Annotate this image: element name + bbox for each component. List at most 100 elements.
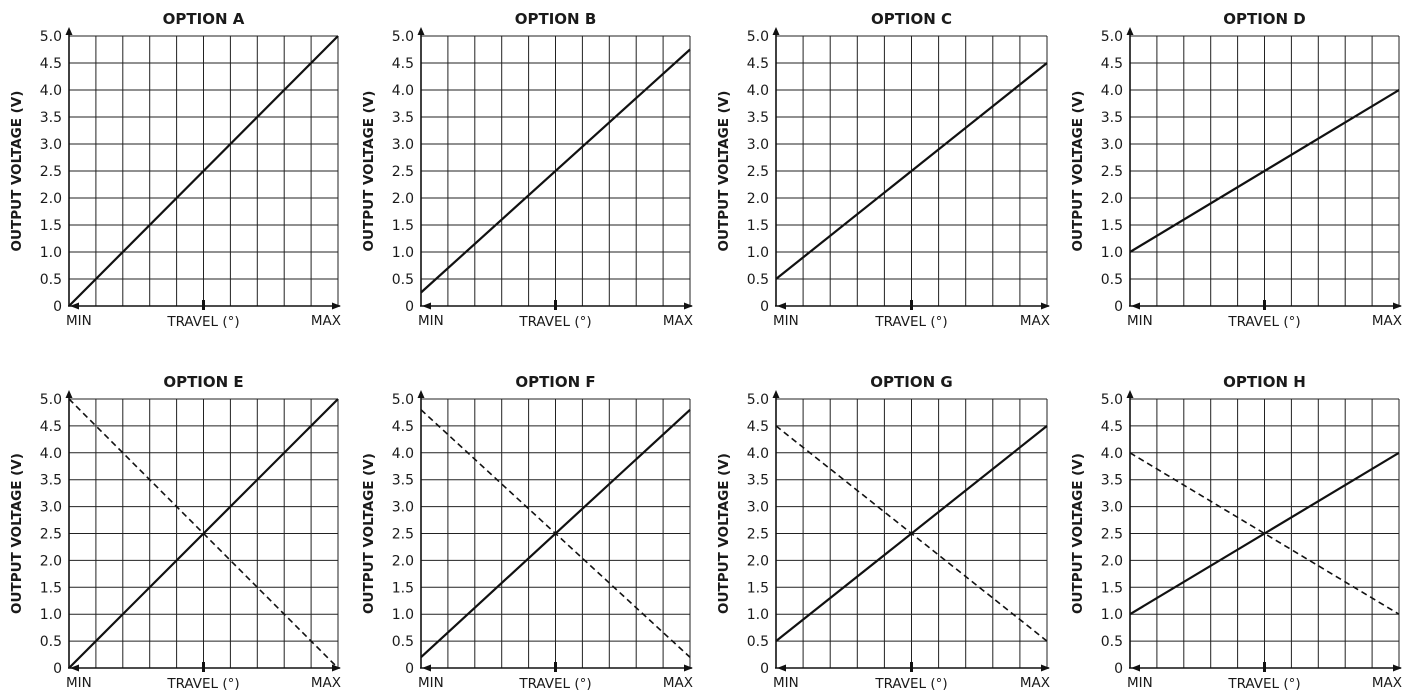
y-tick-label: 2.5 [747,164,769,180]
y-tick-label: 3.5 [40,110,62,126]
y-tick-label: 1.5 [747,580,769,596]
y-tick-label: 2.0 [747,191,769,207]
y-axis-label: OUTPUT VOLTAGE (V) [1070,453,1086,614]
x-axis-label: TRAVEL (°) [1227,676,1300,692]
chart-title: OPTION A [163,10,245,28]
x-axis-label: TRAVEL (°) [166,314,239,330]
y-tick-label: 3.5 [747,473,769,489]
y-tick-label: 5.0 [747,29,769,45]
y-tick-label: 4.5 [392,419,414,435]
y-tick-label: 3.0 [747,137,769,153]
x-axis-arrow-left [777,302,786,310]
chart-panel-6: OPTION G 0 0.5 1.0 1.5 2.0 2.5 3.0 3.5 4.0 4.5 5.0 O… [716,373,1050,692]
y-tick-label: 0.5 [392,272,414,288]
y-tick-label: 3.0 [40,500,62,516]
x-axis-arrow-right [1041,664,1050,672]
y-axis-label: OUTPUT VOLTAGE (V) [9,91,25,252]
x-tick-label-max: MAX [663,313,693,329]
y-axis-label: OUTPUT VOLTAGE (V) [716,453,732,614]
y-tick-label: 1.5 [392,218,414,234]
y-tick-label: 4.5 [40,56,62,72]
x-tick-label-min: MIN [773,675,799,691]
x-tick-label-max: MAX [311,313,341,329]
x-axis-arrow-left [1131,664,1140,672]
y-tick-label: 4.5 [1101,56,1123,72]
y-tick-label: 3.0 [392,137,414,153]
x-tick-label-max: MAX [311,675,341,691]
y-tick-label: 2.0 [40,191,62,207]
y-tick-label: 2.5 [392,527,414,543]
y-tick-label: 2.0 [392,553,414,569]
y-tick-label: 1.0 [40,607,62,623]
y-tick-label: 0.5 [392,634,414,650]
y-tick-label: 2.0 [1101,191,1123,207]
x-axis-arrow-right [684,302,693,310]
x-tick-label-min: MIN [773,313,799,329]
x-mid-tick [554,662,557,672]
y-tick-label: 0.5 [40,272,62,288]
y-axis-arrow [65,390,73,398]
x-tick-label-min: MIN [66,675,92,691]
y-tick-label: 2.0 [392,191,414,207]
y-axis-arrow [65,27,73,35]
y-tick-label: 1.5 [1101,218,1123,234]
chart-panel-1: OPTION B 0 0.5 1.0 1.5 2.0 2.5 3.0 3.5 4.0 4.5 5.0 O… [361,10,693,330]
y-tick-label: 2.5 [40,164,62,180]
x-tick-label-min: MIN [418,675,444,691]
y-axis-arrow [417,27,425,35]
chart-panel-2: OPTION C 0 0.5 1.0 1.5 2.0 2.5 3.0 3.5 4.0 4.5 5.0 O… [716,10,1050,330]
x-tick-label-min: MIN [418,313,444,329]
y-tick-label: 1.0 [747,245,769,261]
y-tick-label: 3.0 [40,137,62,153]
x-axis-arrow-left [70,302,79,310]
x-axis-label: TRAVEL (°) [874,314,947,330]
y-tick-label: 1.0 [1101,607,1123,623]
y-tick-label: 3.5 [1101,473,1123,489]
y-tick-label: 1.5 [40,580,62,596]
chart-title: OPTION G [870,373,952,391]
y-tick-label: 4.5 [40,419,62,435]
y-axis-label: OUTPUT VOLTAGE (V) [716,91,732,252]
y-tick-label: 0 [405,299,414,315]
y-axis-arrow [772,27,780,35]
y-tick-label: 0 [1114,299,1123,315]
y-tick-label: 1.5 [747,218,769,234]
chart-panel-7: OPTION H 0 0.5 1.0 1.5 2.0 2.5 3.0 3.5 4.0 4.5 5.0 O… [1070,373,1402,692]
y-axis-arrow [1126,390,1134,398]
x-axis-label: TRAVEL (°) [166,676,239,692]
y-tick-label: 1.5 [1101,580,1123,596]
y-tick-label: 5.0 [392,392,414,408]
x-axis-arrow-left [777,664,786,672]
y-tick-label: 1.0 [1101,245,1123,261]
series-line-solid [775,62,1048,280]
chart-panel-0: OPTION A 0 0.5 1.0 1.5 2.0 2.5 3.0 3.5 4.0 4.5 5.0 O… [9,10,341,330]
x-axis-arrow-left [70,664,79,672]
y-axis-arrow [417,390,425,398]
y-tick-label: 4.0 [392,83,414,99]
chart-title: OPTION D [1223,10,1306,28]
y-tick-label: 3.0 [392,500,414,516]
y-axis-label: OUTPUT VOLTAGE (V) [9,453,25,614]
series-line-solid [68,35,339,307]
y-tick-label: 3.0 [1101,500,1123,516]
x-tick-label-min: MIN [1127,313,1153,329]
x-axis-arrow-right [1041,302,1050,310]
x-tick-label-max: MAX [1372,675,1402,691]
x-axis-label: TRAVEL (°) [518,676,591,692]
series-line-dashed [68,398,339,669]
x-mid-tick [1263,662,1266,672]
y-tick-label: 0.5 [40,634,62,650]
x-axis-arrow-left [1131,302,1140,310]
y-tick-label: 2.5 [1101,527,1123,543]
y-axis-label: OUTPUT VOLTAGE (V) [1070,91,1086,252]
y-tick-label: 3.5 [392,110,414,126]
y-tick-label: 4.5 [747,419,769,435]
y-tick-label: 2.5 [747,527,769,543]
y-tick-label: 3.0 [747,500,769,516]
x-axis-label: TRAVEL (°) [874,676,947,692]
y-tick-label: 2.5 [1101,164,1123,180]
y-tick-label: 2.5 [40,527,62,543]
chart-panel-5: OPTION F 0 0.5 1.0 1.5 2.0 2.5 3.0 3.5 4.0 4.5 5.0 O… [361,373,693,692]
